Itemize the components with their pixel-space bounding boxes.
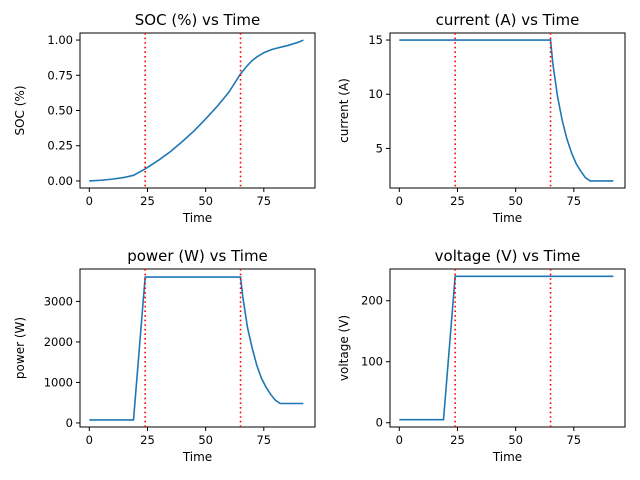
series-line-1 bbox=[399, 39, 614, 182]
plot-area bbox=[79, 32, 316, 189]
x-tick-label: 25 bbox=[140, 194, 155, 208]
x-axis-label: Time bbox=[492, 450, 522, 464]
y-tick-label: 0.75 bbox=[47, 68, 73, 82]
y-tick-label: 0 bbox=[66, 416, 73, 430]
chart-panel-2: current (A) vs Time 0 25 50 75 5 10 15 Time curre… bbox=[337, 11, 626, 225]
series-line-1 bbox=[399, 275, 614, 421]
chart-title: power (W) vs Time bbox=[127, 247, 268, 265]
y-tick-label: 0.25 bbox=[47, 139, 73, 153]
x-tick-label: 75 bbox=[256, 433, 271, 447]
x-tick-label: 0 bbox=[396, 194, 403, 208]
y-axis-label: power (W) bbox=[13, 317, 27, 379]
plot-area bbox=[389, 268, 626, 428]
y-tick-label: 10 bbox=[368, 87, 383, 101]
x-tick-label: 50 bbox=[198, 433, 213, 447]
y-tick-label: 5 bbox=[376, 141, 383, 155]
x-tick-label: 75 bbox=[256, 194, 271, 208]
y-axis-label: SOC (%) bbox=[13, 85, 27, 135]
x-tick-label: 50 bbox=[508, 433, 523, 447]
x-tick-label: 75 bbox=[566, 433, 581, 447]
y-axis-label: current (A) bbox=[337, 78, 351, 143]
chart-panel-4: voltage (V) vs Time 0 25 50 75 0 100 200 Time vol… bbox=[337, 247, 626, 464]
x-axis-label: Time bbox=[492, 211, 522, 225]
y-tick-label: 3000 bbox=[44, 294, 73, 308]
x-tick-label: 25 bbox=[450, 433, 465, 447]
series-line-1 bbox=[89, 39, 304, 182]
x-tick-label: 50 bbox=[508, 194, 523, 208]
x-axis-label: Time bbox=[182, 450, 212, 464]
chart-panel-1: SOC (%) vs Time 0 25 50 75 0.00 0.25 0.50 0.75 1.… bbox=[13, 11, 316, 225]
y-tick-label: 0.00 bbox=[47, 174, 73, 188]
x-axis-label: Time bbox=[182, 211, 212, 225]
y-tick-label: 15 bbox=[368, 33, 383, 47]
x-tick-label: 0 bbox=[396, 433, 403, 447]
chart-title: SOC (%) vs Time bbox=[135, 11, 260, 29]
series-line-1 bbox=[89, 276, 304, 421]
chart-title: current (A) vs Time bbox=[436, 11, 580, 29]
x-tick-label: 25 bbox=[140, 433, 155, 447]
y-tick-label: 0 bbox=[376, 416, 383, 430]
chart-title: voltage (V) vs Time bbox=[435, 247, 581, 265]
x-tick-label: 0 bbox=[86, 433, 93, 447]
y-tick-label: 0.50 bbox=[47, 104, 73, 118]
plot-area bbox=[79, 268, 316, 428]
y-tick-label: 2000 bbox=[44, 335, 73, 349]
y-tick-label: 100 bbox=[361, 355, 383, 369]
y-tick-label: 1.00 bbox=[47, 33, 73, 47]
y-tick-label: 200 bbox=[361, 294, 383, 308]
y-tick-label: 1000 bbox=[44, 375, 73, 389]
x-tick-label: 0 bbox=[86, 194, 93, 208]
x-tick-label: 25 bbox=[450, 194, 465, 208]
plot-area bbox=[389, 32, 626, 189]
x-tick-label: 50 bbox=[198, 194, 213, 208]
x-tick-label: 75 bbox=[566, 194, 581, 208]
y-axis-label: voltage (V) bbox=[337, 315, 351, 381]
chart-panel-3: power (W) vs Time 0 25 50 75 0 1000 2000 3000 Tim… bbox=[13, 247, 316, 464]
